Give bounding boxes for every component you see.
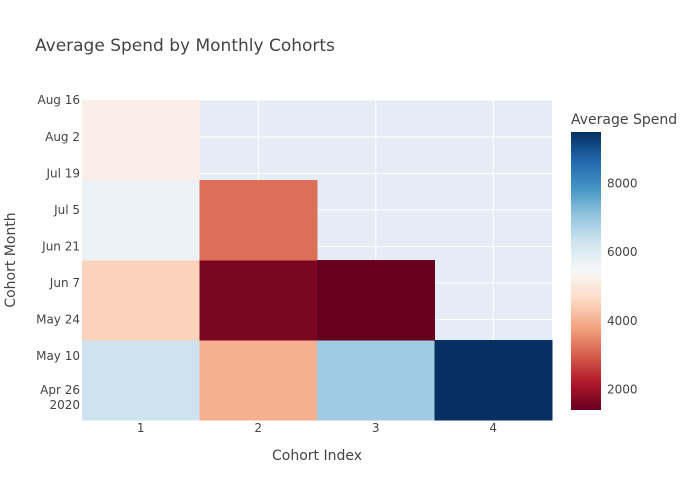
x-tick-label: 2 xyxy=(254,421,262,435)
y-tick-label: May 10 xyxy=(36,349,80,363)
heatmap-cell xyxy=(199,260,318,341)
heatmap-cell xyxy=(82,340,200,421)
y-tick-label: Jul 19 xyxy=(45,167,80,181)
heatmap-cell xyxy=(82,100,200,181)
heatmap-cells xyxy=(82,100,553,421)
y-tick-label: Aug 2 xyxy=(45,130,80,144)
colorbar-tick-label: 8000 xyxy=(607,176,638,190)
colorbar xyxy=(571,132,601,410)
colorbar-tick-label: 2000 xyxy=(607,382,638,396)
colorbar-ticks: 2000 4000 6000 8000 xyxy=(607,176,638,396)
y-axis-title: Cohort Month xyxy=(3,212,19,307)
y-tick-label: Jul 5 xyxy=(53,203,80,217)
heatmap-cell xyxy=(199,180,318,261)
y-tick-label: Jun 7 xyxy=(49,276,80,290)
x-tick-label: 1 xyxy=(137,421,145,435)
colorbar-tick-label: 4000 xyxy=(607,314,638,328)
colorbar-tick-label: 6000 xyxy=(607,245,638,259)
y-tick-label: May 24 xyxy=(36,313,80,327)
colorbar-title: Average Spend xyxy=(571,112,677,128)
heatmap-cell xyxy=(434,340,553,421)
heatmap-cell xyxy=(82,180,200,261)
y-tick-label: Aug 16 xyxy=(37,93,80,107)
y-tick-label: Jun 21 xyxy=(41,240,80,254)
heatmap-cell xyxy=(82,260,200,341)
heatmap-cell xyxy=(199,340,318,421)
x-axis-ticks: 1 2 3 4 xyxy=(137,421,497,435)
y-axis-ticks: Aug 16 Aug 2 Jul 19 Jul 5 Jun 21 Jun 7 May 24 M… xyxy=(36,93,80,412)
x-axis-title: Cohort Index xyxy=(272,448,362,464)
heatmap-cell xyxy=(317,340,435,421)
y-tick-label: Apr 26 2020 xyxy=(40,383,80,412)
x-tick-label: 4 xyxy=(489,421,497,435)
heatmap-cell xyxy=(317,260,435,341)
x-tick-label: 3 xyxy=(372,421,380,435)
chart-title: Average Spend by Monthly Cohorts xyxy=(35,36,335,56)
